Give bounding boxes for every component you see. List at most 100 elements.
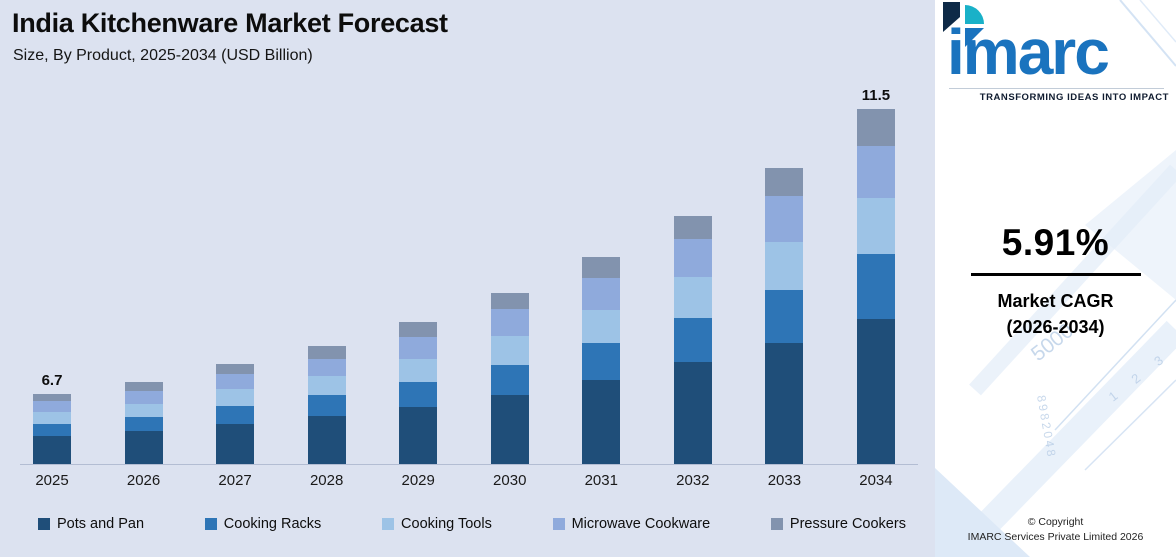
legend-marker-pots-and-pan <box>38 518 50 530</box>
x-axis-label-2025: 2025 <box>35 472 69 489</box>
chart-panel: India Kitchenware Market Forecast Size, … <box>0 0 935 557</box>
bar-segment-pressure-cookers <box>490 292 529 310</box>
bar-total-label: 6.7 <box>41 371 63 389</box>
bar-2030 <box>490 292 529 465</box>
bar-segment-pots-and-pan <box>765 343 804 465</box>
bar-segment-cooking-racks <box>124 416 163 432</box>
bar-2029 <box>399 322 438 465</box>
chart-subtitle: Size, By Product, 2025-2034 (USD Billion… <box>13 47 313 64</box>
bar-segment-cooking-racks <box>490 364 529 396</box>
x-axis-label-2031: 2031 <box>584 472 618 489</box>
bar-segment-pots-and-pan <box>33 436 71 465</box>
legend-marker-microwave-cookware <box>552 518 565 530</box>
sidebar-panel: 5000 1 2 3 4 8982048 imarc TRANSFORMING … <box>935 0 1176 557</box>
bar-segment-pots-and-pan <box>582 379 621 465</box>
legend-label-cooking-racks: Cooking Racks <box>223 516 322 532</box>
bar-segment-pressure-cookers <box>399 322 438 337</box>
bar-segment-microwave-cookware <box>490 309 529 336</box>
plot-area: 6.7 11.5 <box>33 87 895 465</box>
cagr-underline <box>970 273 1141 276</box>
bar-segment-pots-and-pan <box>673 362 712 465</box>
x-axis-label-2030: 2030 <box>493 472 527 489</box>
cagr-value: 5.91% <box>1001 222 1110 263</box>
legend-item-cooking-tools: Cooking Tools <box>382 516 492 532</box>
bar-segment-cooking-racks <box>399 382 438 408</box>
legend-item-pots-and-pan: Pots and Pan <box>38 516 144 532</box>
bar-segment-cooking-tools <box>856 198 895 255</box>
bar-segment-cooking-tools <box>124 403 163 417</box>
bar-2028 <box>307 346 346 465</box>
legend-label-pressure-cookers: Pressure Cookers <box>789 516 906 532</box>
bar-segment-microwave-cookware <box>33 401 71 412</box>
bar-segment-cooking-tools <box>582 310 621 343</box>
bar-segment-cooking-racks <box>33 423 71 437</box>
x-axis-label-2029: 2029 <box>401 472 435 489</box>
legend-marker-pressure-cookers <box>770 518 783 530</box>
legend: Pots and Pan Cooking Racks Cooking Tools Mi… <box>38 516 906 532</box>
bar-segment-pots-and-pan <box>307 415 346 465</box>
copyright: © Copyright IMARC Services Private Limit… <box>935 515 1176 547</box>
bars-container: 6.7 11.5 <box>33 87 895 465</box>
bar-segment-cooking-racks <box>582 342 621 380</box>
bar-segment-microwave-cookware <box>673 238 712 278</box>
bar-segment-cooking-tools <box>399 358 438 383</box>
bar-segment-pots-and-pan <box>490 395 529 465</box>
legend-label-microwave-cookware: Microwave Cookware <box>571 516 711 532</box>
bar-segment-pressure-cookers <box>582 257 621 278</box>
bar-segment-cooking-tools <box>216 389 255 407</box>
cagr-label-line2: (2026-2034) <box>1006 317 1105 338</box>
x-axis-label-2028: 2028 <box>309 472 344 489</box>
legend-item-cooking-racks: Cooking Racks <box>204 516 322 532</box>
bar-2033 <box>765 168 804 465</box>
bar-segment-pots-and-pan <box>124 431 163 465</box>
sidebar-content: imarc TRANSFORMING IDEAS INTO IMPACT 5.9… <box>935 0 1176 557</box>
x-axis-labels: 2025 2026 2027 2028 2029 2030 2031 2032 2033 2034 <box>33 472 895 489</box>
bar-segment-microwave-cookware <box>399 336 438 359</box>
decorative-background-graphics: 5000 1 2 3 4 8982048 <box>935 0 1176 557</box>
bar-segment-cooking-tools <box>490 335 529 365</box>
bar-segment-cooking-tools <box>307 376 346 396</box>
bar-2025: 6.7 <box>33 372 71 465</box>
imarc-logo-icon <box>943 2 984 47</box>
x-axis-label-2027: 2027 <box>218 472 252 489</box>
bar-segment-pressure-cookers <box>124 381 163 392</box>
bar-segment-microwave-cookware <box>307 358 346 377</box>
bar-segment-cooking-racks <box>307 395 346 416</box>
x-axis-label-2026: 2026 <box>126 472 161 489</box>
bar-2034: 11.5 <box>856 87 895 465</box>
logo-tagline: TRANSFORMING IDEAS INTO IMPACT <box>979 92 1169 103</box>
legend-item-microwave-cookware: Microwave Cookware <box>552 516 711 532</box>
logo-divider <box>949 88 1164 89</box>
bar-2031 <box>582 257 621 465</box>
bar-segment-pots-and-pan <box>856 319 895 465</box>
bar-segment-pressure-cookers <box>765 168 804 197</box>
copyright-line2: IMARC Services Private Limited 2026 <box>967 531 1144 544</box>
bar-segment-pressure-cookers <box>856 108 895 146</box>
bar-segment-microwave-cookware <box>582 277 621 311</box>
bar-2026 <box>124 381 163 465</box>
bar-segment-cooking-racks <box>673 318 712 363</box>
chart-title: India Kitchenware Market Forecast <box>12 8 448 38</box>
bar-2032 <box>673 215 712 465</box>
bar-segment-pressure-cookers <box>216 364 255 374</box>
cagr-label-line1: Market CAGR <box>997 291 1114 311</box>
legend-item-pressure-cookers: Pressure Cookers <box>770 516 906 532</box>
legend-marker-cooking-racks <box>204 518 217 530</box>
copyright-line1: © Copyright <box>1027 515 1084 528</box>
bar-segment-cooking-racks <box>856 254 895 320</box>
bar-segment-cooking-racks <box>765 289 804 344</box>
x-axis-label-2033: 2033 <box>767 472 802 489</box>
x-axis-label-2034: 2034 <box>859 472 893 489</box>
legend-label-pots-and-pan: Pots and Pan <box>57 516 145 532</box>
imarc-logo-text: imarc <box>947 16 1110 88</box>
bar-segment-pots-and-pan <box>216 424 255 465</box>
bar-segment-cooking-tools <box>33 411 71 424</box>
bar-segment-pots-and-pan <box>399 407 438 465</box>
bar-segment-pressure-cookers <box>33 393 71 402</box>
bar-segment-cooking-tools <box>673 277 712 319</box>
bar-segment-microwave-cookware <box>765 196 804 242</box>
bar-2027 <box>216 364 255 465</box>
bar-segment-pressure-cookers <box>307 346 346 359</box>
bar-segment-cooking-racks <box>216 406 255 425</box>
